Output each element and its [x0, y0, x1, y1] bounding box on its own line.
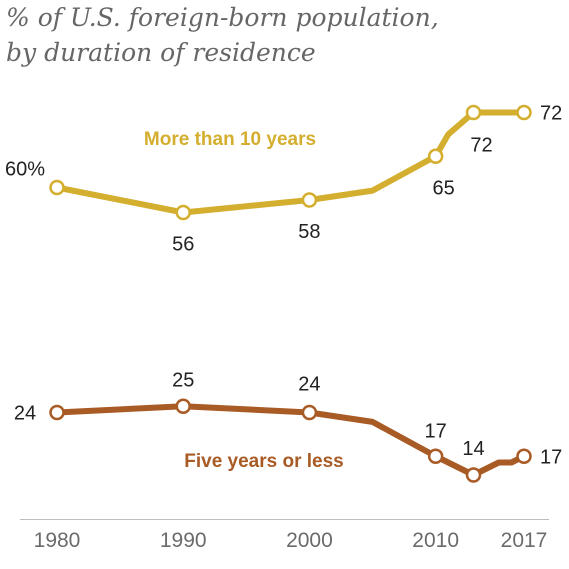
x-tick-label: 2010: [412, 529, 459, 552]
data-point-marker: [301, 192, 318, 208]
data-label: 58: [298, 221, 320, 243]
x-tick-label: 1990: [160, 529, 207, 552]
data-point-marker: [301, 404, 318, 421]
data-point-marker: [465, 467, 482, 483]
series-name-label: Five years or less: [184, 451, 344, 472]
data-point-marker: [49, 179, 65, 196]
data-label: 24: [14, 403, 36, 425]
chart-title-line1: % of U.S. foreign-born population,: [6, 3, 439, 32]
data-point-marker: [49, 404, 65, 421]
x-tick-label: 2000: [286, 529, 333, 552]
x-tick-label: 1980: [34, 529, 81, 552]
data-label: 14: [462, 438, 484, 460]
data-label: 60%: [5, 159, 45, 181]
chart-title: % of U.S. foreign-born population, by du…: [6, 0, 439, 70]
data-label: 72: [470, 135, 492, 157]
data-point-marker: [427, 448, 444, 464]
data-label: 65: [433, 177, 455, 199]
data-label: 25: [172, 369, 194, 391]
data-point-marker: [465, 104, 482, 121]
data-point-marker: [516, 104, 532, 121]
data-label: 17: [425, 420, 447, 442]
data-point-marker: [516, 448, 532, 464]
data-label: 56: [172, 234, 194, 256]
data-label: 24: [298, 374, 320, 396]
data-point-marker: [175, 204, 191, 221]
chart-title-line2: by duration of residence: [6, 38, 316, 67]
x-tick-label: 2017: [501, 529, 548, 552]
series-name-label: More than 10 years: [144, 129, 316, 150]
data-label: 72: [540, 103, 562, 125]
data-point-marker: [427, 148, 444, 164]
data-point-marker: [175, 398, 191, 414]
data-label: 17: [540, 446, 562, 468]
